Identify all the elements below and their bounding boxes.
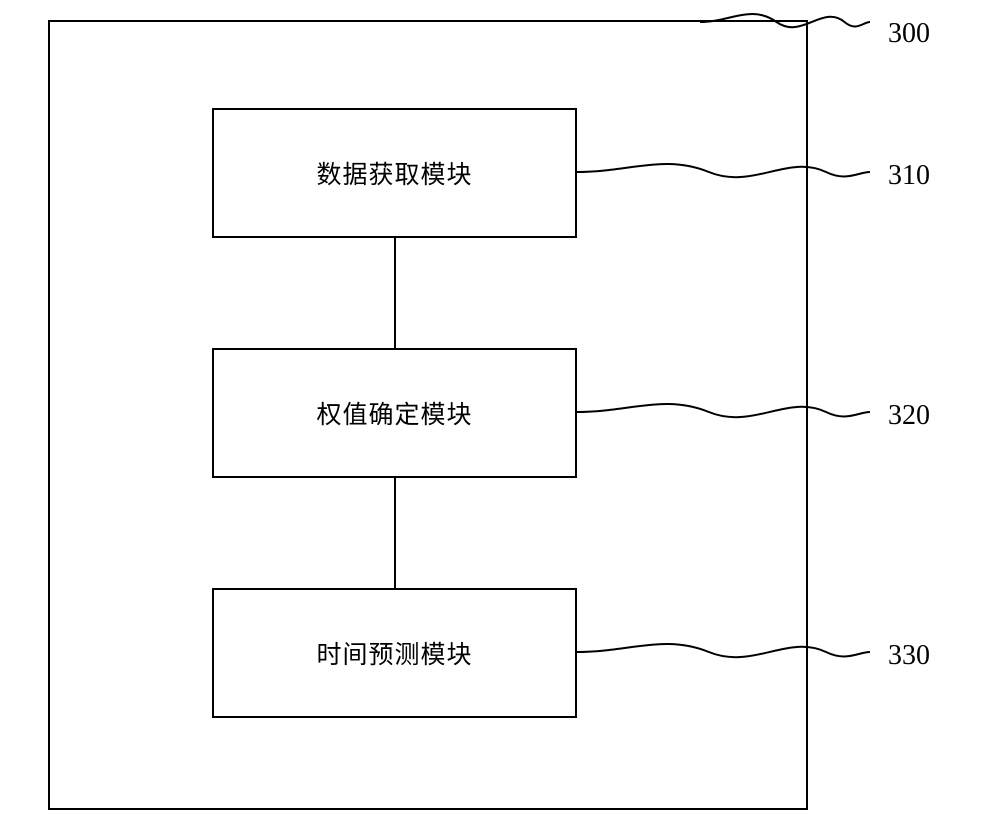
connector-line: [394, 238, 396, 348]
module-weight-determine: 权值确定模块: [212, 348, 577, 478]
leader-line: [577, 632, 870, 672]
leader-line: [577, 392, 870, 432]
ref-label-300: 300: [888, 18, 930, 50]
module-time-predict: 时间预测模块: [212, 588, 577, 718]
connector-line: [394, 478, 396, 588]
ref-label-320: 320: [888, 400, 930, 432]
leader-line: [700, 2, 870, 42]
leader-line: [577, 152, 870, 192]
module-label: 时间预测模块: [214, 635, 575, 671]
module-label: 权值确定模块: [214, 395, 575, 431]
module-label: 数据获取模块: [214, 155, 575, 191]
module-data-acquire: 数据获取模块: [212, 108, 577, 238]
ref-label-310: 310: [888, 160, 930, 192]
ref-label-330: 330: [888, 640, 930, 672]
